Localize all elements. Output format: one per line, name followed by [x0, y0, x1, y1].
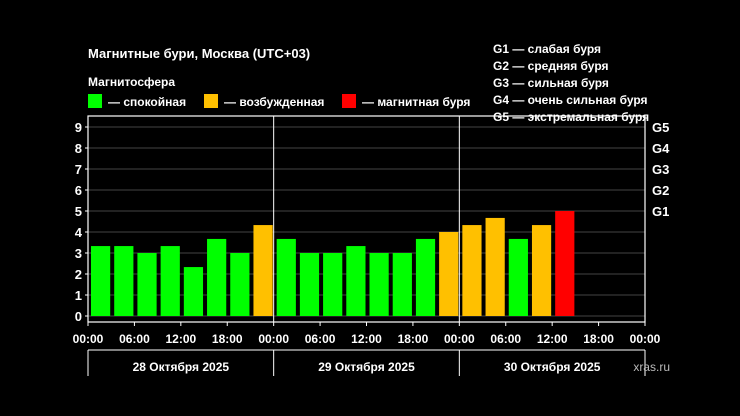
bar-16 — [462, 225, 482, 316]
x-tick-label-9: 06:00 — [490, 332, 521, 346]
bar-4 — [183, 267, 204, 316]
bar-17 — [485, 217, 505, 316]
legend: — спокойная — возбужденная — магнитная б… — [88, 94, 470, 109]
bar-20 — [555, 211, 575, 316]
storm-level-g1: G1 — слабая буря — [493, 42, 601, 56]
bars — [91, 211, 575, 316]
storm-level-g5: G5 — экстремальная буря — [493, 110, 649, 124]
legend-label-storm: — магнитная буря — [362, 95, 470, 109]
axes: 0 1 2 3 4 5 6 7 8 9 G1 G2 G3 G4 G5 00:00 06:00 12:00 18:00… — [73, 115, 670, 376]
bar-11 — [346, 246, 366, 316]
bar-6 — [230, 253, 250, 316]
y-tick-label-4: 4 — [75, 225, 83, 240]
y-tick-label-1: 1 — [75, 288, 82, 303]
legend-title: Магнитосфера — [88, 75, 175, 89]
storm-levels-legend: G1 — слабая буря G2 — средняя буря G3 — … — [493, 42, 649, 124]
chart-title: Магнитные бури, Москва (UTC+03) — [88, 46, 310, 61]
legend-swatch-excited — [204, 94, 218, 108]
bar-13 — [392, 253, 412, 316]
y-tick-label-3: 3 — [75, 246, 82, 261]
y-tick-label-5: 5 — [75, 204, 82, 219]
legend-swatch-storm — [342, 94, 356, 108]
bar-8 — [276, 238, 296, 316]
g-level-label-g4: G4 — [652, 141, 670, 156]
x-tick-label-7: 18:00 — [398, 332, 429, 346]
day-label-2: 30 Октября 2025 — [504, 360, 601, 374]
bar-7 — [253, 225, 273, 316]
x-tick-label-0: 00:00 — [73, 332, 104, 346]
bar-5 — [207, 238, 227, 316]
storm-level-g3: G3 — сильная буря — [493, 76, 609, 90]
bar-1 — [114, 246, 134, 316]
x-tick-label-8: 00:00 — [444, 332, 475, 346]
x-tick-label-11: 18:00 — [583, 332, 614, 346]
x-tick-label-6: 12:00 — [351, 332, 382, 346]
x-tick-label-2: 12:00 — [165, 332, 196, 346]
legend-swatch-quiet — [88, 94, 102, 108]
bar-12 — [369, 253, 389, 316]
y-tick-label-9: 9 — [75, 120, 82, 135]
y-tick-label-2: 2 — [75, 267, 82, 282]
x-tick-label-10: 12:00 — [537, 332, 568, 346]
legend-label-quiet: — спокойная — [108, 95, 186, 109]
bar-0 — [91, 246, 111, 316]
x-tick-label-4: 00:00 — [258, 332, 289, 346]
y-tick-label-0: 0 — [75, 309, 82, 324]
bar-2 — [137, 253, 157, 316]
day-label-1: 29 Октября 2025 — [318, 360, 415, 374]
bar-10 — [323, 253, 343, 316]
gridlines — [88, 126, 645, 317]
legend-label-excited: — возбужденная — [224, 95, 324, 109]
storm-level-g2: G2 — средняя буря — [493, 59, 609, 73]
x-tick-label-1: 06:00 — [119, 332, 150, 346]
bar-19 — [531, 225, 552, 316]
y-tick-label-8: 8 — [75, 141, 82, 156]
x-tick-label-3: 18:00 — [212, 332, 243, 346]
watermark: xras.ru — [633, 360, 670, 374]
y-tick-label-6: 6 — [75, 183, 82, 198]
y-tick-label-7: 7 — [75, 162, 82, 177]
g-level-label-g2: G2 — [652, 183, 669, 198]
day-label-0: 28 Октября 2025 — [133, 360, 230, 374]
g-level-label-g3: G3 — [652, 162, 669, 177]
storm-level-g4: G4 — очень сильная буря — [493, 93, 648, 107]
bar-18 — [508, 238, 528, 316]
bar-3 — [160, 246, 180, 316]
bar-15 — [439, 232, 459, 316]
g-level-label-g5: G5 — [652, 120, 669, 135]
bar-9 — [299, 253, 320, 316]
x-tick-label-5: 06:00 — [305, 332, 336, 346]
bar-14 — [415, 238, 436, 316]
g-level-label-g1: G1 — [652, 204, 669, 219]
x-tick-label-12: 00:00 — [630, 332, 661, 346]
